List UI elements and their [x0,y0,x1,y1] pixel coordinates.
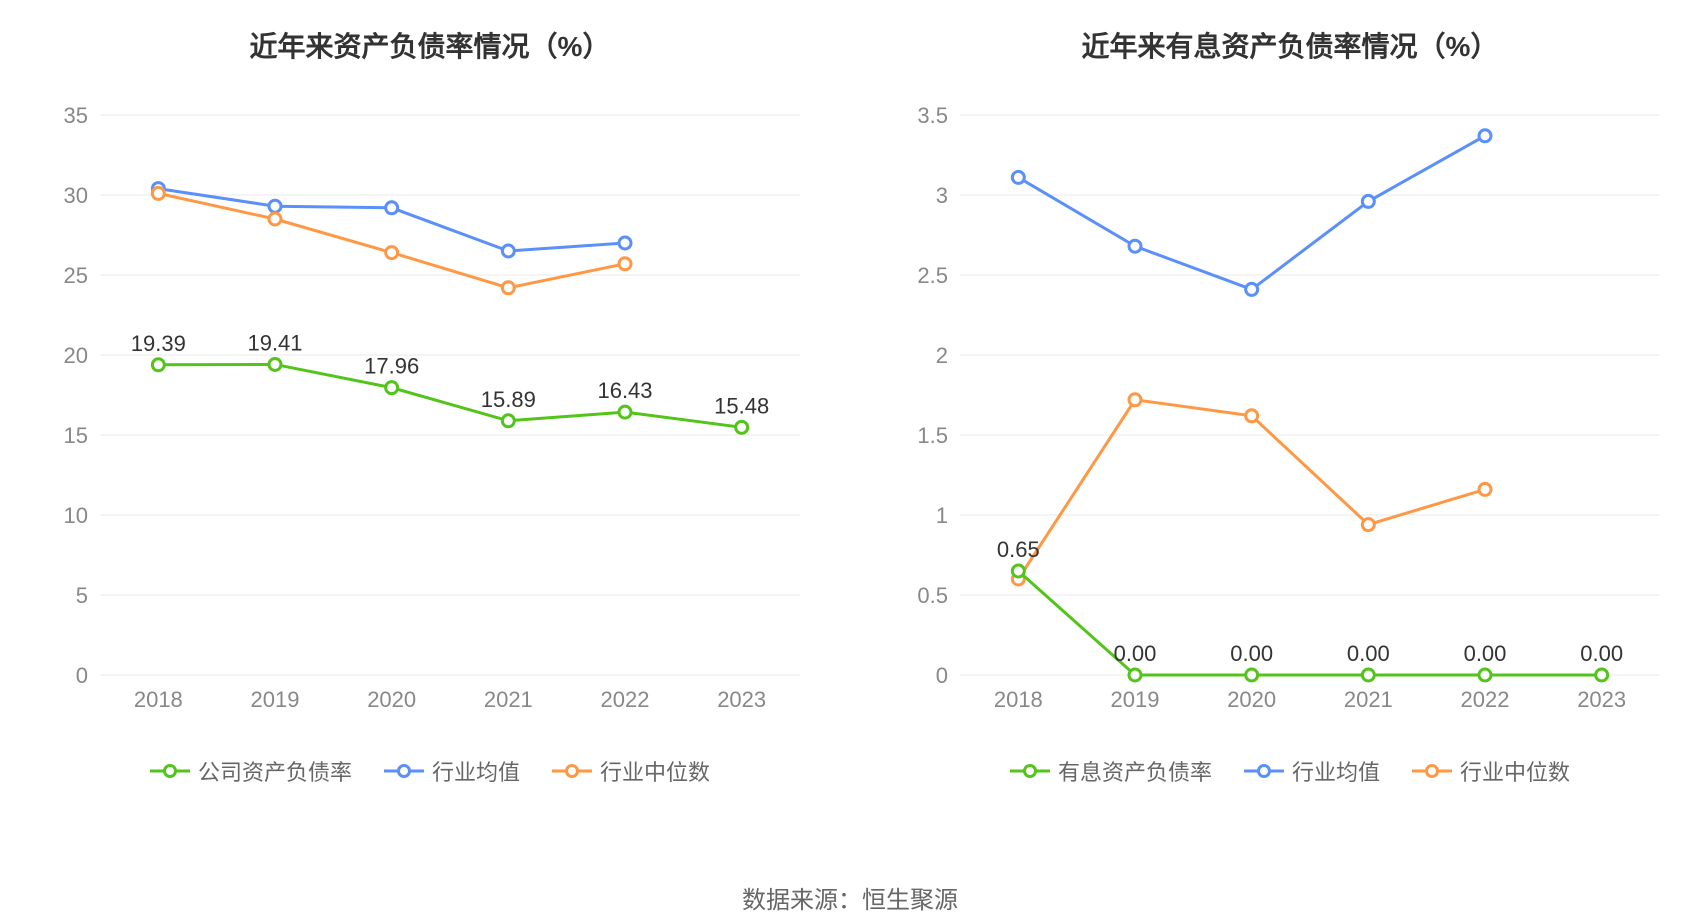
legend-label: 行业中位数 [1460,755,1570,787]
legend-label: 有息资产负债率 [1058,755,1212,787]
svg-text:0.00: 0.00 [1464,641,1507,666]
legend-label: 行业中位数 [600,755,710,787]
legend-item[interactable]: 行业均值 [1244,755,1380,787]
svg-text:5: 5 [76,583,88,608]
legend-marker-icon [552,763,592,779]
right-chart-panel: 近年来有息资产负债率情况（%） 0 0.5 1 1.5 2 2.5 3 3.5 2018 2019… [860,0,1700,870]
svg-text:3: 3 [936,183,948,208]
svg-text:2023: 2023 [717,687,766,712]
svg-text:0.00: 0.00 [1347,641,1390,666]
left-chart-svg: 0 5 10 15 20 25 30 35 2018 2019 2020 2021 2022 2023 19… [40,95,820,725]
svg-text:2018: 2018 [994,687,1043,712]
svg-text:0.65: 0.65 [997,537,1040,562]
left-legend: 公司资产负债率 行业均值 行业中位数 [0,755,860,787]
svg-text:2020: 2020 [1227,687,1276,712]
svg-text:0.00: 0.00 [1580,641,1623,666]
left-chart-title: 近年来资产负债率情况（%） [0,25,860,65]
legend-item[interactable]: 公司资产负债率 [150,755,352,787]
charts-container: 近年来资产负债率情况（%） 05101520253035201820192020… [0,0,1700,870]
legend-marker-icon [150,763,190,779]
right-legend: 有息资产负债率 行业均值 行业中位数 [860,755,1700,787]
legend-marker-icon [1010,763,1050,779]
legend-marker-icon [1412,763,1452,779]
data-source-label: 数据来源：恒生聚源 [0,870,1700,915]
svg-text:16.43: 16.43 [597,378,652,403]
svg-text:30: 30 [64,183,88,208]
legend-marker-icon [1244,763,1284,779]
svg-text:19.39: 19.39 [131,331,186,356]
svg-text:0.5: 0.5 [917,583,948,608]
svg-text:0: 0 [936,663,948,688]
left-chart-area: 0 5 10 15 20 25 30 35 2018 2019 2020 2021 2022 2023 19… [40,95,820,725]
legend-label: 公司资产负债率 [198,755,352,787]
svg-text:25: 25 [64,263,88,288]
right-chart-svg: 0 0.5 1 1.5 2 2.5 3 3.5 2018 2019 2020 2021 2022 2023… [900,95,1680,725]
legend-item[interactable]: 行业中位数 [1412,755,1570,787]
svg-text:2020: 2020 [367,687,416,712]
svg-text:1.5: 1.5 [917,423,948,448]
svg-text:0.00: 0.00 [1114,641,1157,666]
svg-text:2022: 2022 [1461,687,1510,712]
right-chart-area: 0 0.5 1 1.5 2 2.5 3 3.5 2018 2019 2020 2021 2022 2023… [900,95,1680,725]
legend-item[interactable]: 行业均值 [384,755,520,787]
svg-text:20: 20 [64,343,88,368]
legend-item[interactable]: 有息资产负债率 [1010,755,1212,787]
svg-text:2018: 2018 [134,687,183,712]
svg-text:2019: 2019 [1111,687,1160,712]
svg-text:0.00: 0.00 [1230,641,1273,666]
svg-text:3.5: 3.5 [917,103,948,128]
svg-text:10: 10 [64,503,88,528]
svg-text:15.48: 15.48 [714,393,769,418]
svg-text:15: 15 [64,423,88,448]
svg-text:17.96: 17.96 [364,354,419,379]
svg-text:2.5: 2.5 [917,263,948,288]
svg-text:2021: 2021 [484,687,533,712]
svg-text:15.89: 15.89 [481,387,536,412]
svg-text:2022: 2022 [601,687,650,712]
svg-text:2023: 2023 [1577,687,1626,712]
right-chart-title: 近年来有息资产负债率情况（%） [860,25,1700,65]
svg-text:0: 0 [76,663,88,688]
svg-text:2019: 2019 [251,687,300,712]
svg-text:19.41: 19.41 [247,330,302,355]
svg-text:35: 35 [64,103,88,128]
legend-label: 行业均值 [1292,755,1380,787]
svg-text:2021: 2021 [1344,687,1393,712]
left-chart-panel: 近年来资产负债率情况（%） 0 5 10 15 20 25 30 35 2018 2019 2020… [0,0,860,870]
legend-item[interactable]: 行业中位数 [552,755,710,787]
svg-text:2: 2 [936,343,948,368]
legend-marker-icon [384,763,424,779]
svg-text:1: 1 [936,503,948,528]
legend-label: 行业均值 [432,755,520,787]
